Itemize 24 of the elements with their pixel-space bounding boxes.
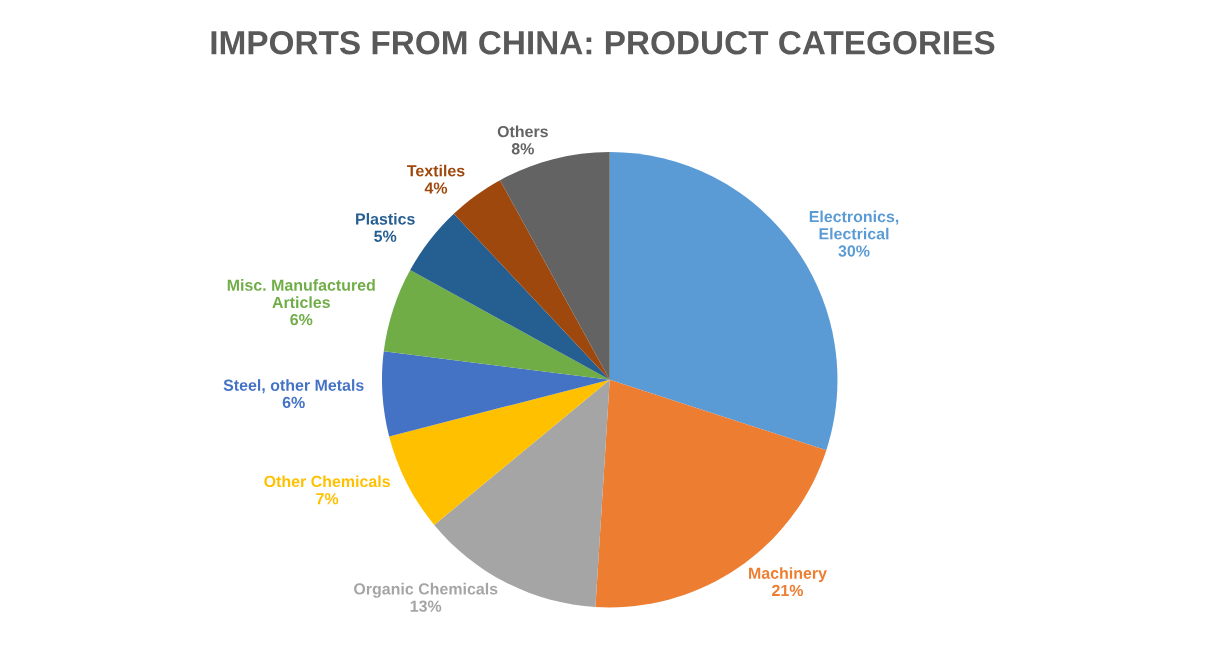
pie-slice [381, 351, 610, 437]
data-label: 30% [838, 245, 870, 257]
data-label: 6% [282, 396, 305, 409]
pie-slice [389, 379, 610, 525]
pie-slice [383, 270, 610, 380]
slice-label: Steel, other Metals [223, 379, 364, 394]
slice-label: Other Chemicals [264, 475, 390, 488]
slice-label: Plastics [356, 212, 415, 225]
data-label: 7% [316, 493, 339, 505]
slice-label: Misc. Manufactured Articles [227, 279, 375, 309]
data-label: 13% [410, 600, 442, 612]
data-label: 8% [511, 143, 534, 155]
slice-label: Organic Chemicals [354, 582, 498, 598]
data-label: 6% [290, 313, 313, 326]
slice-label: Machinery [749, 567, 827, 583]
chart-title: IMPORTS FROM CHINA: PRODUCT CATEGORIES [211, 30, 995, 55]
slice-label: Electronics, Electrical [809, 210, 899, 240]
pie-slice [595, 379, 827, 608]
slice-label: Textiles [407, 164, 465, 177]
data-label: 21% [772, 584, 804, 597]
slice-label: Others [497, 125, 548, 138]
data-label: 4% [424, 182, 448, 194]
pie-slice [453, 180, 610, 380]
data-label: 5% [374, 230, 397, 242]
